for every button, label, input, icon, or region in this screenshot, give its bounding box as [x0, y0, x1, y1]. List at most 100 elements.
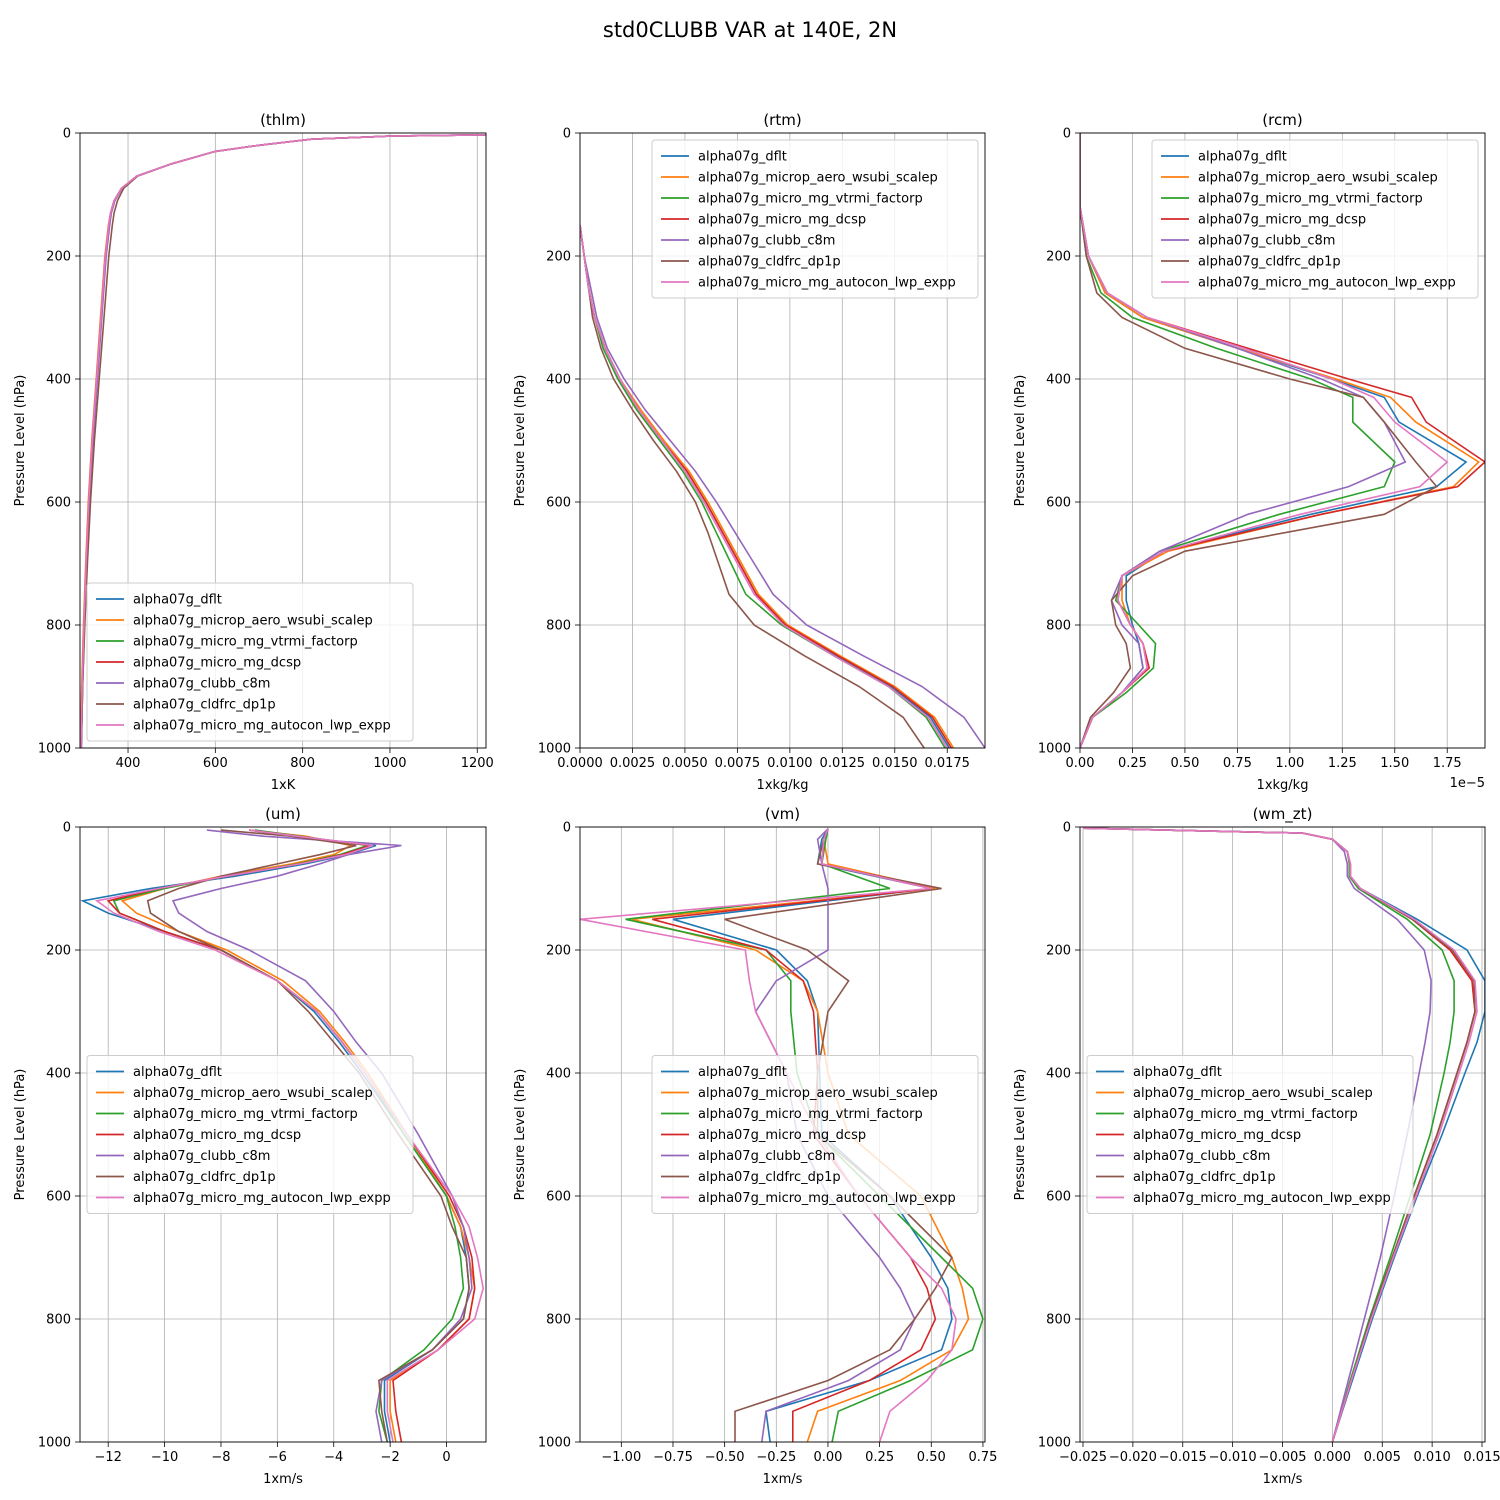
- legend: alpha07g_dflt alpha07g_microp_aero_wsubi_…: [86, 582, 414, 742]
- ytick-label: 1000: [1038, 742, 1071, 757]
- xtick-label: 0.0175: [924, 756, 970, 771]
- xtick-label: 1.75: [1433, 756, 1462, 771]
- legend-label-5: alpha07g_cldfrc_dp1p: [133, 1170, 276, 1185]
- x-axis-label: 1xm/s: [1263, 1472, 1303, 1487]
- ytick-label: 400: [46, 1067, 71, 1082]
- legend-label-0: alpha07g_dflt: [1133, 1065, 1222, 1080]
- legend-label-3: alpha07g_micro_mg_dcsp: [133, 1128, 301, 1143]
- xtick-label: 0.000: [1314, 1450, 1351, 1465]
- panel-1: 0.0000 0.0025 0.0050 0.0075 0.0100 0.0125 0.01…: [513, 111, 986, 793]
- panel-5: −0.025 −0.020 −0.015 −0.010 −0.005 0.000 0.005…: [1013, 805, 1500, 1487]
- ytick-label: 800: [546, 1313, 571, 1328]
- y-axis-label: Pressure Level (hPa): [513, 375, 528, 507]
- ytick-label: 1000: [1038, 1436, 1071, 1451]
- ytick-label: 200: [46, 250, 71, 265]
- xtick-label: 0.0125: [820, 756, 866, 771]
- xtick-label: 0.0025: [610, 756, 656, 771]
- series-line-6: [1082, 827, 1478, 1442]
- xtick-label: 0.50: [1170, 756, 1199, 771]
- series-line-5: [1080, 133, 1438, 748]
- legend-label-3: alpha07g_micro_mg_dcsp: [698, 213, 866, 228]
- panel-title: (vm): [765, 805, 800, 823]
- ytick-label: 0: [1063, 821, 1071, 836]
- legend-label-3: alpha07g_micro_mg_dcsp: [1133, 1128, 1301, 1143]
- panel-title: (wm_zt): [1253, 805, 1313, 824]
- ytick-label: 400: [1046, 373, 1071, 388]
- xtick-label: 0.015: [1463, 1450, 1500, 1465]
- legend-label-0: alpha07g_dflt: [698, 1065, 787, 1080]
- ytick-label: 0: [63, 127, 71, 142]
- legend-box: [651, 1055, 979, 1214]
- legend-label-6: alpha07g_micro_mg_autocon_lwp_expp: [1133, 1191, 1391, 1206]
- xtick-label: −0.75: [653, 1450, 693, 1465]
- panel-0: 400 600 800 1000 1200 0 200 400 600 800 1000 (thlm)…: [13, 111, 494, 793]
- xtick-label: 1000: [373, 756, 406, 771]
- xtick-label: 0.0100: [767, 756, 813, 771]
- xtick-label: 1200: [461, 756, 494, 771]
- ytick-label: 0: [1063, 127, 1071, 142]
- panel-title: (um): [265, 805, 301, 823]
- legend-label-0: alpha07g_dflt: [133, 1065, 222, 1080]
- xtick-label: 0.00: [1066, 756, 1095, 771]
- xtick-label: 1.00: [1275, 756, 1304, 771]
- legend-label-4: alpha07g_clubb_c8m: [133, 677, 270, 692]
- axes-frame: [579, 132, 986, 749]
- legend-label-5: alpha07g_cldfrc_dp1p: [698, 255, 841, 270]
- legend-label-1: alpha07g_microp_aero_wsubi_scalep: [133, 1086, 373, 1101]
- series-line-6: [1080, 133, 1449, 748]
- y-axis-label: Pressure Level (hPa): [13, 1069, 28, 1201]
- x-axis-label: 1xkg/kg: [1257, 778, 1309, 793]
- ytick-label: 200: [546, 250, 571, 265]
- ytick-label: 1000: [538, 742, 571, 757]
- ytick-label: 600: [1046, 496, 1071, 511]
- x-axis-label: 1xK: [271, 778, 296, 793]
- legend: alpha07g_dflt alpha07g_microp_aero_wsubi_…: [651, 139, 979, 299]
- legend-label-5: alpha07g_cldfrc_dp1p: [1198, 255, 1341, 270]
- legend-label-4: alpha07g_clubb_c8m: [1133, 1149, 1270, 1164]
- series-line-5: [146, 829, 470, 1442]
- xtick-label: 800: [290, 756, 315, 771]
- xtick-label: 0.0075: [715, 756, 761, 771]
- legend-label-4: alpha07g_clubb_c8m: [698, 1149, 835, 1164]
- xtick-label: −0.025: [1059, 1450, 1107, 1465]
- panel-3: −12 −10 −8 −6 −4 −2 0 0 200 400 600 800 1000 (um) 1xm/…: [13, 805, 487, 1487]
- legend-label-5: alpha07g_cldfrc_dp1p: [1133, 1170, 1276, 1185]
- panel-4: −1.00 −0.75 −0.50 −0.25 0.00 0.25 0.50 0.75 0 200…: [513, 805, 997, 1487]
- legend: alpha07g_dflt alpha07g_microp_aero_wsubi_…: [1086, 1055, 1414, 1214]
- xtick-label: −1.00: [601, 1450, 641, 1465]
- ytick-label: 800: [1046, 1313, 1071, 1328]
- series-line-4: [580, 225, 985, 748]
- y-axis-label: Pressure Level (hPa): [1013, 1069, 1028, 1201]
- xtick-label: −6: [268, 1450, 287, 1465]
- xtick-label: 0.50: [917, 1450, 946, 1465]
- offset-text: 1e−5: [1450, 776, 1485, 791]
- legend-box: [86, 1055, 414, 1214]
- legend-box: [1151, 139, 1479, 299]
- y-axis-label: Pressure Level (hPa): [1013, 375, 1028, 507]
- xtick-label: 1.25: [1328, 756, 1357, 771]
- panel-title: (rtm): [763, 111, 801, 129]
- ytick-label: 600: [546, 496, 571, 511]
- ytick-label: 800: [1046, 619, 1071, 634]
- xtick-label: 400: [116, 756, 141, 771]
- x-axis-label: 1xm/s: [763, 1472, 803, 1487]
- legend-label-2: alpha07g_micro_mg_vtrmi_factorp: [1133, 1107, 1358, 1122]
- axes-frame: [79, 826, 487, 1443]
- xtick-label: 0.0000: [557, 756, 603, 771]
- ytick-label: 600: [546, 1190, 571, 1205]
- legend-label-2: alpha07g_micro_mg_vtrmi_factorp: [698, 192, 923, 207]
- legend-label-6: alpha07g_micro_mg_autocon_lwp_expp: [698, 1191, 956, 1206]
- ytick-label: 600: [1046, 1190, 1071, 1205]
- legend-label-4: alpha07g_clubb_c8m: [698, 234, 835, 249]
- legend-label-4: alpha07g_clubb_c8m: [1198, 234, 1335, 249]
- series-line-6: [580, 225, 948, 748]
- series-line-5: [580, 225, 925, 748]
- ytick-label: 800: [46, 619, 71, 634]
- xtick-label: 0: [442, 1450, 450, 1465]
- legend-label-6: alpha07g_micro_mg_autocon_lwp_expp: [133, 1191, 391, 1206]
- x-axis-label: 1xm/s: [263, 1472, 303, 1487]
- xtick-label: 0.25: [865, 1450, 894, 1465]
- panels: 400 600 800 1000 1200 0 200 400 600 800 1000 (thlm)…: [13, 111, 1500, 1487]
- legend-label-1: alpha07g_microp_aero_wsubi_scalep: [698, 171, 938, 186]
